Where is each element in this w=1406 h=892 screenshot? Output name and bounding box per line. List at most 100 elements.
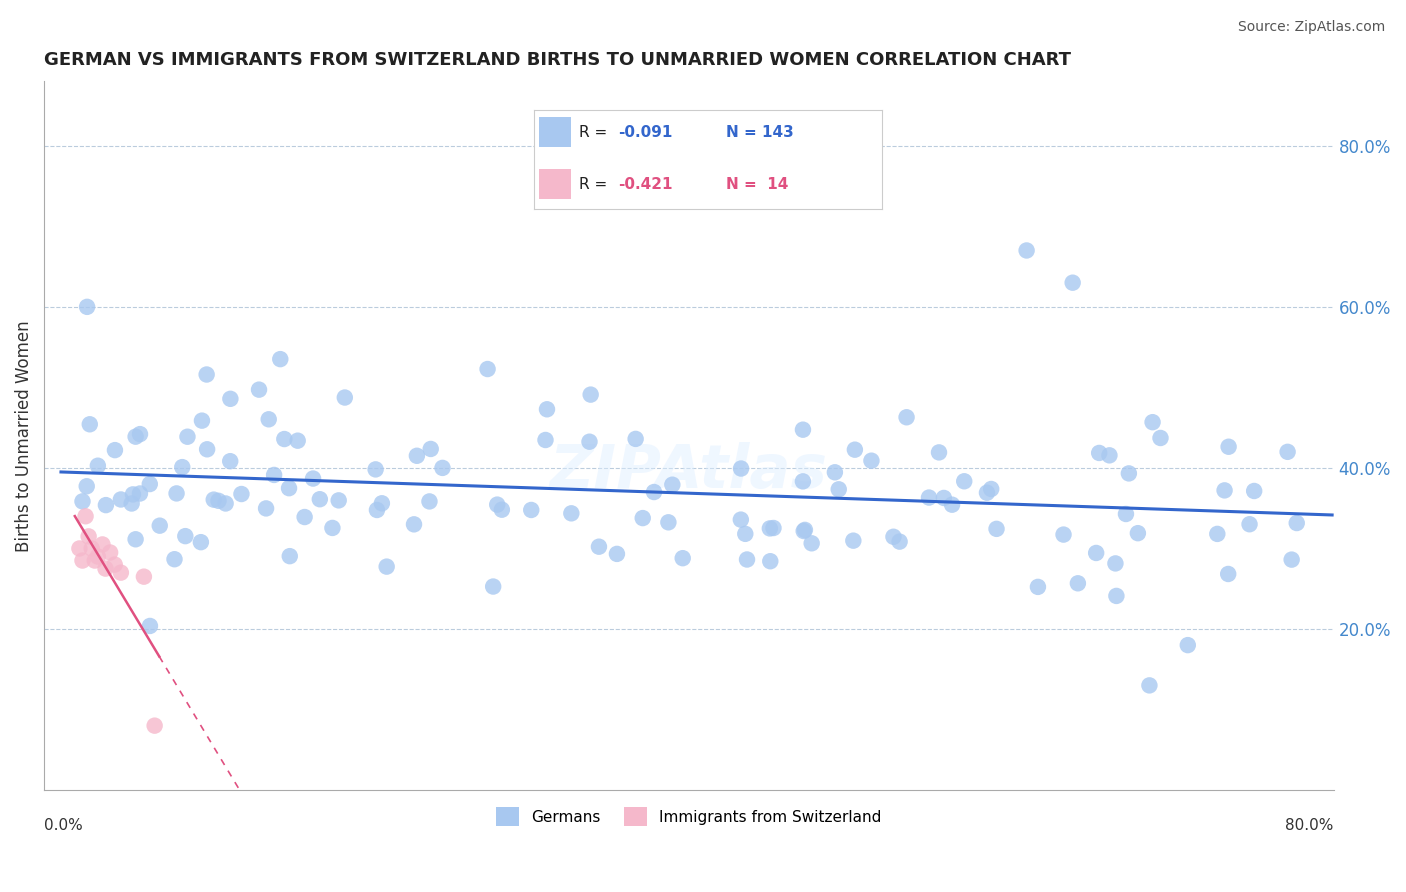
Point	[1118, 467, 1140, 481]
Point	[110, 492, 132, 507]
Point	[87, 549, 110, 564]
Legend: Germans, Immigrants from Switzerland: Germans, Immigrants from Switzerland	[491, 801, 887, 832]
Point	[1243, 483, 1265, 498]
Point	[67, 541, 90, 556]
Point	[1277, 445, 1299, 459]
Point	[321, 521, 343, 535]
Point	[606, 547, 628, 561]
Point	[366, 503, 388, 517]
Point	[1206, 527, 1229, 541]
Point	[287, 434, 309, 448]
Point	[129, 486, 152, 500]
Point	[124, 430, 146, 444]
Point	[406, 449, 429, 463]
Point	[75, 509, 97, 524]
Point	[759, 554, 782, 568]
Point	[143, 719, 166, 733]
Point	[828, 483, 851, 497]
Point	[882, 530, 904, 544]
Point	[91, 537, 114, 551]
Point	[278, 481, 301, 495]
Point	[122, 487, 145, 501]
Point	[1213, 483, 1236, 498]
Point	[1149, 431, 1171, 445]
Point	[328, 493, 350, 508]
Point	[1052, 527, 1074, 541]
Text: 0.0%: 0.0%	[44, 818, 83, 833]
Point	[793, 523, 815, 537]
Point	[87, 458, 110, 473]
Point	[491, 502, 513, 516]
Point	[800, 536, 823, 550]
Point	[72, 494, 94, 508]
Point	[214, 496, 236, 510]
Point	[294, 510, 316, 524]
Point	[579, 387, 602, 401]
Point	[896, 410, 918, 425]
Point	[166, 486, 188, 500]
Point	[1105, 589, 1128, 603]
Point	[263, 467, 285, 482]
Point	[1062, 276, 1084, 290]
Point	[1177, 638, 1199, 652]
Point	[79, 417, 101, 432]
Point	[730, 513, 752, 527]
Point	[624, 432, 647, 446]
Point	[124, 533, 146, 547]
Point	[824, 465, 846, 479]
Point	[1281, 552, 1303, 566]
Point	[953, 475, 976, 489]
Point	[792, 423, 814, 437]
Point	[195, 442, 218, 457]
Point	[536, 402, 558, 417]
Point	[643, 485, 665, 500]
Point	[631, 511, 654, 525]
Point	[202, 492, 225, 507]
Point	[734, 526, 756, 541]
Point	[793, 524, 815, 538]
Text: 80.0%: 80.0%	[1285, 818, 1334, 833]
Point	[76, 300, 98, 314]
Point	[418, 494, 440, 508]
Point	[247, 383, 270, 397]
Point	[139, 477, 162, 491]
Point	[1015, 244, 1038, 258]
Point	[219, 454, 242, 468]
Point	[163, 552, 186, 566]
Point	[1026, 580, 1049, 594]
Point	[1139, 678, 1161, 692]
Y-axis label: Births to Unmarried Women: Births to Unmarried Women	[15, 320, 32, 551]
Point	[375, 559, 398, 574]
Point	[419, 442, 441, 456]
Point	[1067, 576, 1090, 591]
Point	[1115, 507, 1137, 521]
Point	[83, 553, 105, 567]
Text: GERMAN VS IMMIGRANTS FROM SWITZERLAND BIRTHS TO UNMARRIED WOMEN CORRELATION CHAR: GERMAN VS IMMIGRANTS FROM SWITZERLAND BI…	[44, 51, 1071, 69]
Point	[735, 552, 758, 566]
Point	[191, 414, 214, 428]
Point	[195, 368, 218, 382]
Point	[976, 485, 998, 500]
Point	[139, 619, 162, 633]
Point	[1285, 516, 1308, 530]
Point	[1218, 566, 1240, 581]
Point	[928, 445, 950, 459]
Point	[477, 362, 499, 376]
Point	[80, 541, 103, 556]
Point	[77, 529, 100, 543]
Point	[121, 496, 143, 510]
Point	[219, 392, 242, 406]
Point	[860, 453, 883, 467]
Point	[980, 482, 1002, 496]
Point	[1088, 446, 1111, 460]
Point	[269, 352, 291, 367]
Point	[207, 493, 229, 508]
Point	[560, 506, 582, 520]
Point	[482, 580, 505, 594]
Point	[588, 540, 610, 554]
Point	[1085, 546, 1108, 560]
Point	[278, 549, 301, 563]
Point	[672, 551, 695, 566]
Point	[889, 534, 911, 549]
Point	[333, 391, 356, 405]
